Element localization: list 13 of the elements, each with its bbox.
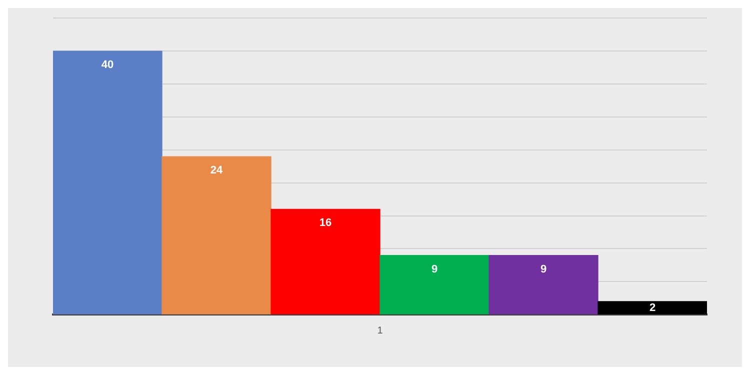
data-label: 16: [319, 217, 332, 230]
data-label: 9: [540, 263, 547, 276]
data-label: 24: [210, 164, 224, 177]
bar: [488, 254, 598, 314]
bar: [270, 208, 380, 314]
data-label: 40: [101, 59, 114, 72]
text: 1: [377, 325, 384, 336]
bar: [162, 156, 272, 314]
data-label: 9: [431, 263, 438, 276]
bar: [53, 50, 162, 314]
data-label: 2: [649, 302, 656, 314]
bar: [598, 301, 707, 314]
bar: [380, 254, 490, 314]
